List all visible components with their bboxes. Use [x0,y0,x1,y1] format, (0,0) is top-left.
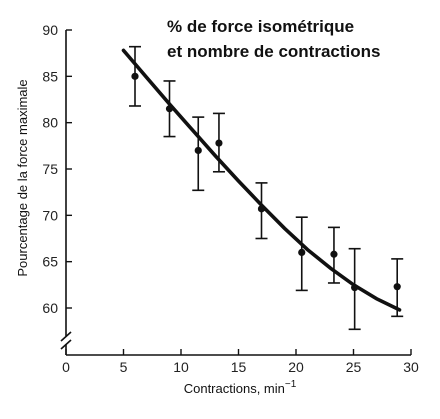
data-point [393,283,401,291]
data-point [165,105,174,113]
x-axis-title: Contractions, min−1 [184,379,297,396]
x-tick-label: 25 [346,359,362,375]
x-tick-label: 30 [403,359,419,375]
data-point [298,248,306,256]
data-point [131,72,139,80]
y-tick-label: 75 [42,161,58,177]
y-axis-break-mark-2 [60,339,72,350]
data-point-group [163,80,176,138]
y-tick-label: 85 [42,68,58,84]
y-tick-label: 80 [42,115,58,131]
chart-title-line-1: % de force isométrique [167,17,354,36]
data-point-group [295,216,308,292]
data-point-group [129,45,141,107]
data-point-group [255,182,268,240]
chart-title-line-2: et nombre de contractions [167,42,380,61]
x-tick-label: 15 [231,359,247,375]
y-tick-label: 60 [42,300,58,316]
data-point [194,146,202,155]
x-axis-title-text: Contractions, min [184,381,285,396]
data-point-group [348,247,361,331]
y-tick-label: 90 [42,22,58,38]
y-axis-title: Pourcentage de la force maximale [15,79,30,276]
x-tick-label: 20 [288,359,304,375]
data-point [351,284,359,292]
x-tick-label: 10 [173,359,189,375]
data-points-layer [129,45,404,331]
data-point [257,205,266,213]
y-axis-break-mark-1 [60,331,72,342]
data-point [215,139,223,147]
data-point-group [192,116,205,192]
y-axis-ticks: 60 65 70 75 80 85 90 [42,22,72,316]
x-axis-title-exponent: −1 [285,379,297,390]
fit-curve-layer [121,48,402,312]
data-point-group [391,258,404,318]
x-axis-ticks: 0 5 10 15 20 25 30 [62,349,419,375]
x-tick-label: 5 [120,359,128,375]
axes [60,30,411,356]
x-tick-label: 0 [62,359,70,375]
data-point-group [212,112,225,173]
y-tick-label: 70 [42,207,58,223]
data-point [330,250,338,258]
y-tick-label: 65 [42,254,58,270]
data-point-group [327,226,340,284]
fit-curve [121,48,402,312]
